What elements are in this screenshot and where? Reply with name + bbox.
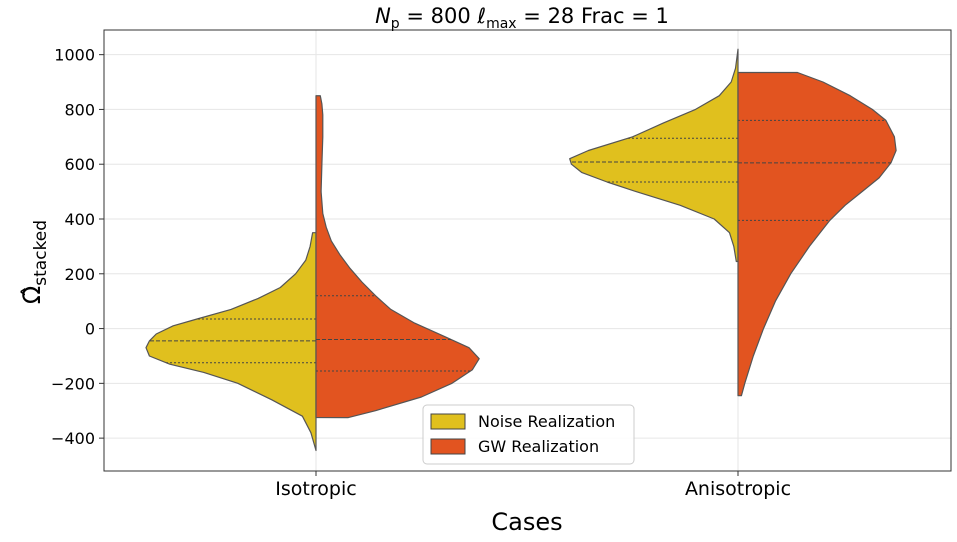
y-tick-label: −200 (51, 374, 95, 393)
svg-text:Ω̂stacked: Ω̂stacked (18, 220, 51, 304)
y-tick-label: 400 (64, 210, 95, 229)
violins (145, 48, 897, 452)
x-axis-title: Cases (491, 508, 562, 536)
violin-noise-anisotropic (569, 48, 739, 263)
title-lmax-sub: max (486, 16, 517, 32)
y-tick-label: 800 (64, 100, 95, 119)
y-axis-title-symbol: Ω̂ (18, 286, 46, 304)
x-axis-ticks: Isotropic Anisotropic (275, 471, 791, 500)
violin-noise-isotropic (145, 232, 317, 452)
title-lmax-value: 28 (548, 4, 575, 28)
title-frac-value: 1 (656, 4, 669, 28)
y-axis-title-sub: stacked (31, 220, 51, 286)
x-tick-label-isotropic: Isotropic (275, 478, 356, 500)
legend-swatch-noise (430, 413, 466, 430)
title-lmax-symbol: ℓ (476, 4, 486, 28)
legend: Noise Realization GW Realization (422, 404, 635, 465)
plot-frame (103, 29, 952, 472)
title-np-symbol: N (375, 4, 391, 28)
violin-gw-isotropic (315, 95, 480, 419)
legend-label-gw: GW Realization (478, 437, 599, 456)
y-axis-ticks: −400 −200 0 200 400 600 800 1000 (51, 46, 104, 448)
x-tick-label-anisotropic: Anisotropic (685, 478, 791, 500)
legend-label-noise: Noise Realization (478, 412, 615, 431)
legend-box (422, 404, 635, 465)
quartile-lines (149, 119, 891, 372)
y-tick-label: −400 (51, 429, 95, 448)
legend-swatch-gw (430, 438, 466, 455)
y-axis-title: Ω̂stacked (18, 220, 51, 304)
title-np-value: 800 (431, 4, 471, 28)
y-tick-label: 1000 (54, 46, 95, 65)
chart-title: Np = 800 ℓmax = 28 Frac = 1 (375, 4, 669, 32)
y-tick-label: 200 (64, 265, 95, 284)
y-tick-label: 600 (64, 155, 95, 174)
title-np-sub: p (391, 16, 400, 32)
y-tick-label: 0 (85, 320, 95, 339)
title-frac-label: Frac (581, 4, 625, 28)
violin-gw-anisotropic (737, 71, 897, 397)
